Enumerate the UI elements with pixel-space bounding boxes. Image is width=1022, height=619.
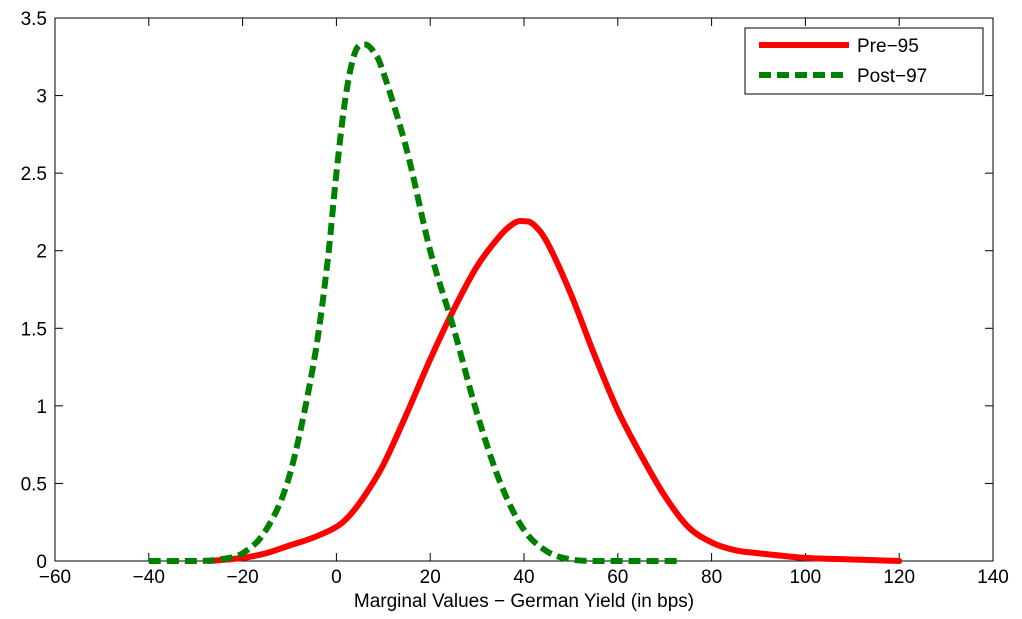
x-tick-label: 40 (513, 567, 534, 588)
legend-label-pre-95: Pre−95 (857, 36, 919, 57)
x-tick-label: −60 (39, 567, 71, 588)
series-line-post-97 (148, 41, 679, 564)
y-tick-label: 2 (36, 242, 47, 263)
series-layer (148, 41, 903, 564)
x-tick-label: 80 (701, 567, 722, 588)
y-tick-label: 2.5 (21, 164, 47, 185)
legend: Pre−95 Post−97 (744, 27, 984, 95)
plot-area (54, 17, 994, 562)
x-tick-label: −40 (133, 567, 165, 588)
y-tick-label: 3.5 (21, 9, 47, 30)
y-tick-label: 1.5 (21, 319, 47, 340)
x-tick-label: 60 (607, 567, 628, 588)
legend-label-post-97: Post−97 (857, 66, 927, 87)
y-tick-label: 3 (36, 87, 47, 108)
x-tick-label: 20 (420, 567, 441, 588)
y-tick-label: 1 (36, 397, 47, 418)
x-tick-label: 100 (790, 567, 822, 588)
x-axis-label: Marginal Values − German Yield (in bps) (354, 591, 694, 612)
legend-box (744, 27, 984, 95)
x-tick-label: 140 (977, 567, 1009, 588)
legend-items: Pre−95 Post−97 (759, 36, 927, 87)
x-tick-label: 0 (331, 567, 342, 588)
x-tick-label: 120 (883, 567, 915, 588)
y-tick-label: 0.5 (21, 474, 47, 495)
ticks: −60 −40 −20 0 20 40 60 80 100 120 140 0 0.5 1 1.5 2 2.5 3… (21, 9, 1009, 588)
series-line-pre-95 (206, 218, 903, 564)
y-tick-label: 0 (36, 552, 47, 573)
x-tick-label: −20 (226, 567, 258, 588)
